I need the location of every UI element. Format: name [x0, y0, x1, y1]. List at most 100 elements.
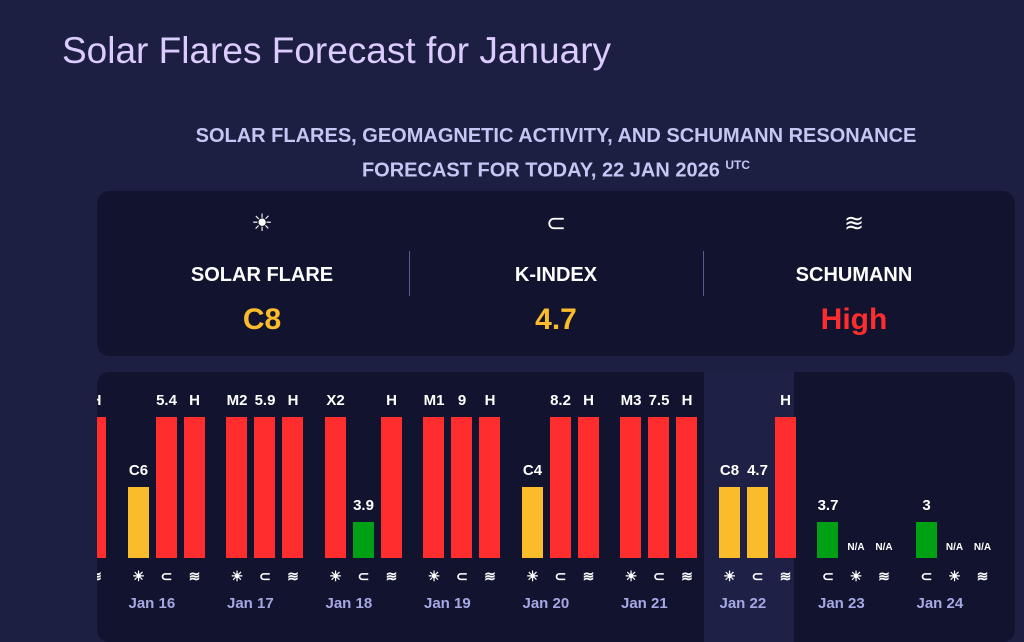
waves-icon: ≋ — [779, 568, 792, 584]
bar-value-label: 3.9 — [353, 497, 374, 514]
sun-icon: ☀ — [329, 568, 342, 584]
date-label: Jan 18 — [325, 595, 373, 612]
kindex-bar[interactable] — [648, 417, 669, 558]
schumann-bar[interactable] — [774, 417, 796, 558]
date-label: Jan 17 — [227, 595, 274, 612]
sun-icon: ☀ — [849, 568, 863, 584]
bar-value-label: H — [780, 392, 791, 409]
waves-icon: ≋ — [385, 568, 398, 584]
bar-value-label: 5.4 — [156, 392, 177, 409]
magnet-icon: ⊂ — [456, 568, 468, 584]
kindex-bar[interactable] — [155, 417, 177, 558]
bar-value-label: H — [583, 392, 594, 409]
solar-bar[interactable] — [324, 417, 346, 558]
solar-bar[interactable] — [521, 487, 543, 558]
sun-icon: ☀ — [948, 568, 961, 584]
solar-bar[interactable] — [718, 487, 740, 558]
schumann-bar[interactable] — [380, 417, 402, 558]
sun-icon: ☀ — [251, 210, 273, 237]
bar-value-label: N/A — [875, 542, 893, 553]
date-label: Jan 16 — [128, 595, 176, 612]
solar-bar[interactable] — [423, 417, 444, 558]
bar-value-label: C8 — [719, 462, 740, 479]
schumann-label: SCHUMANN — [795, 264, 913, 286]
bar-value-label: X2 — [326, 392, 345, 409]
schumann-bar[interactable] — [282, 417, 303, 558]
k-index-summary: ⊂ K-INDEX 4.7 — [403, 191, 709, 356]
solar-bar[interactable] — [127, 487, 149, 558]
bar-value-label: N/A — [847, 542, 865, 553]
sun-icon: ☀ — [526, 568, 539, 584]
bar-value-label: M3 — [620, 392, 642, 409]
kindex-bar[interactable] — [352, 522, 374, 558]
divider — [703, 251, 704, 296]
solar-flare-value: C8 — [242, 303, 282, 336]
bar-value-label: 8.2 — [550, 392, 571, 409]
schumann-bar[interactable] — [97, 417, 106, 558]
schumann-bar[interactable] — [183, 417, 205, 558]
bar-value-label: C4 — [522, 462, 543, 479]
date-label: Jan 21 — [621, 595, 668, 612]
waves-icon: ≋ — [188, 568, 201, 584]
kindex-bar[interactable] — [254, 417, 275, 558]
waves-icon: ≋ — [843, 210, 865, 237]
sun-icon: ☀ — [427, 568, 441, 584]
bar-value-label: 4.7 — [747, 462, 768, 479]
kindex-bar[interactable] — [549, 417, 571, 558]
kindex-bar[interactable] — [746, 487, 768, 558]
schumann-bar[interactable] — [479, 417, 500, 558]
date-label: Jan 22 — [719, 595, 767, 612]
date-label: Jan 23 — [818, 595, 865, 612]
kindex-bar[interactable] — [915, 522, 937, 558]
kindex-bar[interactable] — [817, 522, 838, 558]
bar-value-label: 7.5 — [648, 392, 670, 409]
bar-value-label: 9 — [457, 392, 467, 409]
page-title: Solar Flares Forecast for January — [62, 30, 612, 71]
bar-value-label: N/A — [973, 542, 992, 553]
solar-bar[interactable] — [620, 417, 641, 558]
magnet-icon: ⊂ — [554, 568, 567, 584]
bar-value-label: H — [681, 392, 693, 409]
schumann-bar[interactable] — [676, 417, 697, 558]
sun-icon: ☀ — [230, 568, 244, 584]
timezone-label: UTC — [725, 158, 751, 172]
magnet-icon: ⊂ — [545, 210, 567, 237]
bar-value-label: 5.9 — [254, 392, 276, 409]
date-label: Jan 19 — [424, 595, 471, 612]
forecast-subtitle: SOLAR FLARES, GEOMAGNETIC ACTIVITY, AND … — [97, 122, 1015, 186]
bar-value-label: H — [97, 392, 116, 409]
magnet-icon: ⊂ — [822, 568, 834, 584]
waves-icon: ≋ — [681, 568, 693, 584]
daily-forecast-chart[interactable]: ☀ ⊂ H ≋ C6 ☀ 5.4 ⊂ H ≋ Jan 16 M2 ☀ 5.9 ⊂ H ≋ Jan 17 X2 ☀ 3.9… — [97, 372, 1015, 642]
k-index-label: K-INDEX — [514, 264, 598, 286]
bar-value-label: H — [287, 392, 299, 409]
magnet-icon: ⊂ — [160, 568, 173, 584]
kindex-bar[interactable] — [451, 417, 472, 558]
date-label: Jan 24 — [916, 595, 964, 612]
magnet-icon: ⊂ — [920, 568, 933, 584]
divider — [409, 251, 410, 296]
magnet-icon: ⊂ — [259, 568, 271, 584]
subtitle-line2: FORECAST FOR TODAY, 22 JAN 2026 — [361, 159, 720, 182]
magnet-icon: ⊂ — [751, 568, 764, 584]
bar-value-label: M1 — [423, 392, 445, 409]
bar-value-label: M2 — [226, 392, 248, 409]
schumann-bar[interactable] — [577, 417, 599, 558]
solar-flare-label: SOLAR FLARE — [190, 264, 334, 286]
bar-value-label: N/A — [945, 542, 964, 553]
subtitle-line1: SOLAR FLARES, GEOMAGNETIC ACTIVITY, AND … — [195, 125, 917, 147]
sun-icon: ☀ — [624, 568, 638, 584]
bar-value-label: H — [386, 392, 397, 409]
waves-icon: ≋ — [878, 568, 890, 584]
solar-bar[interactable] — [226, 417, 247, 558]
waves-icon: ≋ — [582, 568, 595, 584]
waves-icon: ≋ — [97, 568, 111, 585]
bar-value-label: 3.7 — [817, 497, 839, 514]
bar-value-label: C6 — [128, 462, 149, 479]
schumann-summary: ≋ SCHUMANN High — [701, 191, 1007, 356]
solar-flare-summary: ☀ SOLAR FLARE C8 — [109, 191, 415, 356]
bar-value-label: 3 — [922, 497, 931, 514]
magnet-icon: ⊂ — [653, 568, 665, 584]
waves-icon: ≋ — [976, 568, 989, 584]
waves-icon: ≋ — [484, 568, 496, 584]
